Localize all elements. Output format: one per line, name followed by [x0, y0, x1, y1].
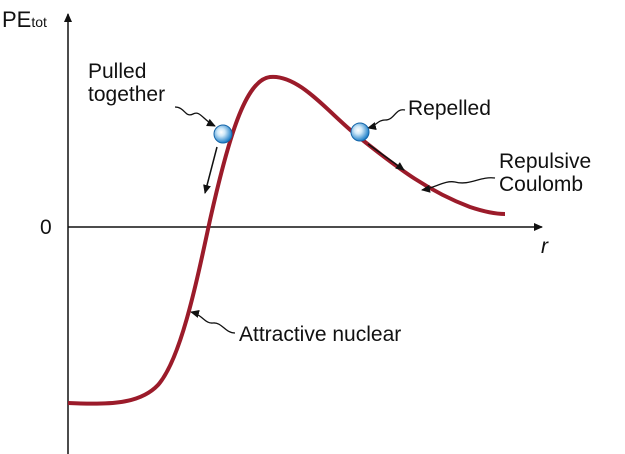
attractive-pointer-arrow — [190, 310, 236, 334]
pulled-pointer-arrow — [174, 106, 216, 127]
x-axis-label: r — [541, 235, 548, 258]
pulled-motion-arrow — [203, 146, 218, 194]
pulled-together-label: Pulled together — [88, 60, 166, 106]
particle-pulled — [213, 124, 233, 144]
repelled-label: Repelled — [408, 97, 491, 120]
particle-repelled — [350, 122, 370, 142]
repulsive-pointer-arrow — [421, 177, 496, 193]
repelled-motion-arrow — [367, 143, 405, 171]
attractive-nuclear-label: Attractive nuclear — [239, 323, 402, 346]
zero-label: 0 — [40, 216, 52, 239]
potential-energy-curve — [67, 74, 506, 406]
y-axis-label: PEtot — [2, 7, 47, 32]
repelled-pointer-arrow — [367, 109, 406, 130]
repulsive-coulomb-label: Repulsive Coulomb — [499, 150, 592, 196]
